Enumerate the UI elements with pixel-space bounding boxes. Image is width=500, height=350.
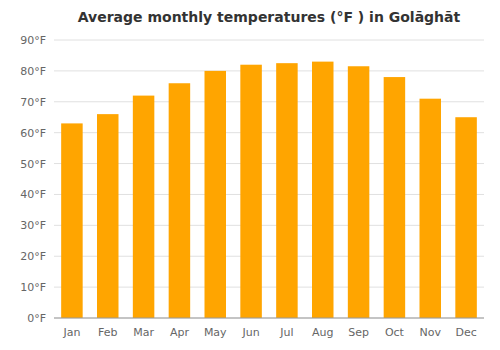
y-tick-label: 0°F [27,312,46,325]
bars [61,62,477,318]
y-axis: 0°F 10°F 20°F 30°F 40°F 50°F 60°F 70°F 80°F 90°F [20,34,484,325]
y-tick-label: 20°F [20,250,46,263]
bar [169,83,191,318]
y-tick-label: 70°F [20,96,46,109]
y-tick-label: 30°F [20,219,46,232]
x-tick-label: Jun [241,326,259,339]
x-tick-label: Aug [312,326,333,339]
y-tick-label: 40°F [20,188,46,201]
bar [97,114,119,318]
x-tick-label: Jul [279,326,293,339]
bar [384,77,406,318]
bar [133,96,155,318]
y-tick-label: 10°F [20,281,46,294]
y-tick-label: 90°F [20,34,46,47]
bar [420,99,442,318]
title: Average monthly temperatures (°F ) in Go… [78,9,461,25]
bar [205,71,227,318]
grid-line [54,70,484,71]
y-tick-label: 50°F [20,158,46,171]
grid-line [54,40,484,41]
chart-container: Average monthly temperatures (°F ) in Go… [0,0,500,350]
x-tick-label: Dec [455,326,476,339]
x-tick-label: Jan [62,326,80,339]
x-tick-label: Sep [348,326,369,339]
x-tick-label: Mar [133,326,154,339]
bar [348,66,370,318]
bar [276,63,298,318]
x-tick-label: Nov [420,326,442,339]
y-tick-label: 80°F [20,65,46,78]
chart: Average monthly temperatures (°F ) in Go… [0,0,500,350]
x-axis: Jan Feb Mar Apr May Jun Jul Aug Sep Oct Nov Dec [54,318,484,339]
x-axis-line [54,318,484,319]
x-tick-label: May [204,326,227,339]
x-tick-label: Oct [385,326,405,339]
x-tick-label: Apr [170,326,190,339]
bar [455,117,477,318]
grid-line [54,318,484,319]
x-tick-label: Feb [98,326,117,339]
bar [61,123,83,318]
bar [312,62,334,318]
y-tick-label: 60°F [20,127,46,140]
bar [240,65,261,318]
